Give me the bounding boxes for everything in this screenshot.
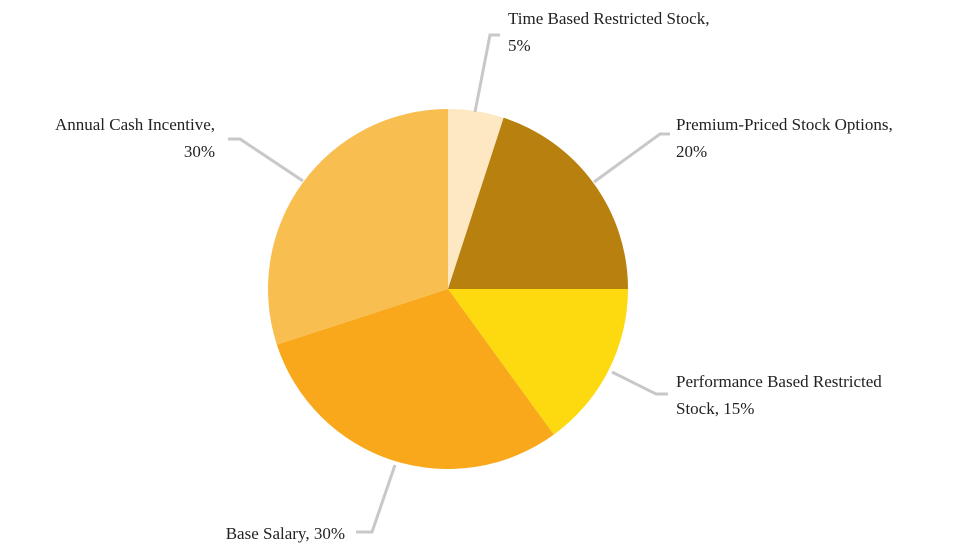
leader-line <box>593 132 670 184</box>
pie-slice <box>448 117 628 289</box>
slice-label: Time Based Restricted Stock, <box>508 9 709 28</box>
slice-label: Stock, 15% <box>676 399 754 418</box>
slice-label: Annual Cash Incentive, <box>55 115 215 134</box>
leader-line <box>356 464 397 534</box>
slice-label: Base Salary, 30% <box>226 524 345 543</box>
leader-line <box>228 137 304 183</box>
slice-label: Performance Based Restricted <box>676 372 882 391</box>
slice-label: 20% <box>676 142 707 161</box>
pie-slice <box>448 289 628 435</box>
pie-slice <box>448 109 504 289</box>
leader-line <box>473 33 500 113</box>
slice-label: Premium-Priced Stock Options, <box>676 115 893 134</box>
slice-label: 5% <box>508 36 531 55</box>
pie-slice <box>268 109 448 345</box>
pie-slice <box>276 289 554 469</box>
leader-line <box>611 370 668 396</box>
slice-label: 30% <box>184 142 215 161</box>
